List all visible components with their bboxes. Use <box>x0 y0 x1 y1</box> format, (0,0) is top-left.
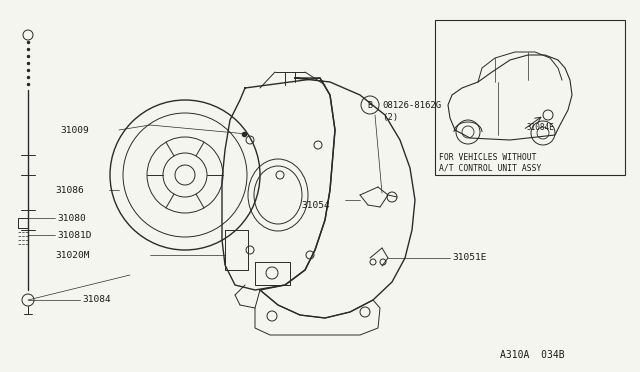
Text: B: B <box>367 100 372 109</box>
Text: 31080: 31080 <box>57 214 86 222</box>
Text: 31084: 31084 <box>82 295 111 305</box>
Text: (2): (2) <box>382 112 398 122</box>
Text: FOR VEHICLES WITHOUT
A/T CONTROL UNIT ASSY: FOR VEHICLES WITHOUT A/T CONTROL UNIT AS… <box>439 153 541 172</box>
Text: 08126-8162G: 08126-8162G <box>382 100 441 109</box>
Text: 31054: 31054 <box>301 201 330 209</box>
Text: 31051E: 31051E <box>452 253 486 263</box>
Bar <box>435 20 625 175</box>
Text: 31020M: 31020M <box>55 250 90 260</box>
Text: 31084E: 31084E <box>526 122 554 131</box>
Text: 31009: 31009 <box>60 125 89 135</box>
Text: A310A  034B: A310A 034B <box>500 350 564 360</box>
Text: 31081D: 31081D <box>57 231 92 240</box>
Text: 31086: 31086 <box>55 186 84 195</box>
